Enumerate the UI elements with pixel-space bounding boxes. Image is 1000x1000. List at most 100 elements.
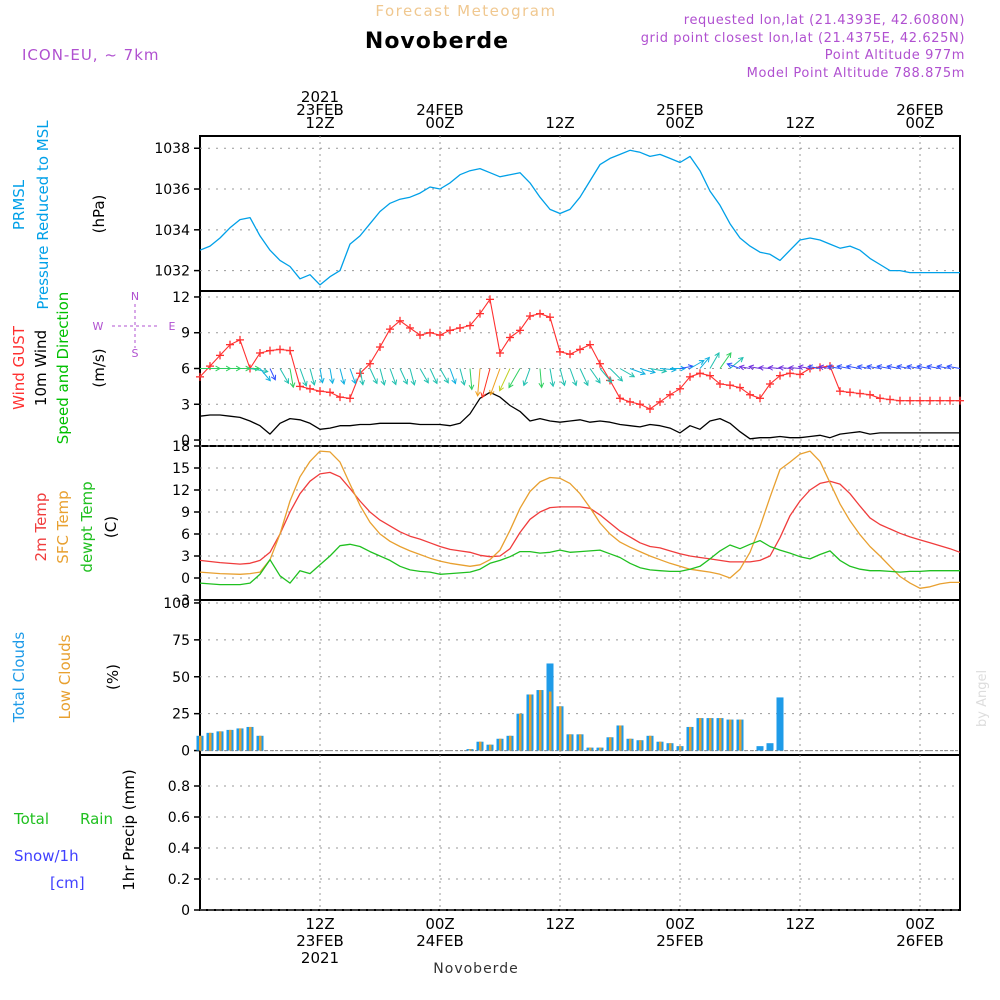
wind-arrow — [589, 368, 601, 384]
wind-arrow-head — [836, 364, 843, 370]
wind-arrow-head — [818, 364, 825, 371]
low-cloud-bar — [729, 719, 732, 751]
wind-arrow-head — [359, 379, 365, 386]
wind-arrow-head — [538, 382, 545, 389]
wind-arrow-shaft — [481, 368, 491, 398]
wind-arrow-head — [704, 356, 710, 363]
wind-arrow-shaft — [609, 368, 623, 382]
pressure-ytick-label: 1032 — [154, 264, 190, 280]
top-time-label: 12Z — [305, 114, 334, 132]
compass-e: E — [169, 320, 176, 333]
wind-arrow-head — [640, 369, 647, 376]
wind-arrow-shaft — [679, 365, 693, 369]
gust-marker — [766, 380, 774, 388]
low-cloud-bar — [589, 747, 592, 751]
wind-arrow-head — [797, 364, 804, 371]
wind-arrow-shaft — [589, 368, 601, 384]
wind-arrow-head — [549, 381, 556, 388]
wind-arrow-shaft — [379, 368, 385, 386]
wind-arrow-head — [758, 365, 764, 371]
wind-arrow-shaft — [523, 368, 531, 386]
gust-marker — [266, 346, 274, 355]
gust-marker — [466, 321, 474, 330]
gust-marker — [746, 390, 754, 399]
dewpoint-line — [199, 539, 960, 586]
wind-arrow — [629, 368, 647, 376]
wind-arrow-shaft — [349, 368, 356, 384]
wind-arrow — [699, 356, 710, 369]
wind-arrow-head — [583, 380, 589, 387]
wind-label-gust: Wind GUST — [10, 325, 28, 410]
chart-title: Novoberde — [365, 29, 509, 54]
wind-arrow-shaft — [269, 368, 276, 381]
wind-arrow-head — [310, 379, 317, 386]
wind-arrow — [339, 368, 346, 385]
wind-ytick-label: 3 — [181, 397, 190, 413]
gust-marker — [956, 396, 964, 405]
gust-marker — [506, 333, 514, 342]
wind-arrow-shaft — [768, 366, 781, 369]
wind-arrow-shaft — [629, 368, 646, 375]
wind-arrow-head — [498, 385, 504, 392]
low-cloud-bar — [199, 735, 202, 751]
wind-arrow-shaft — [709, 352, 720, 369]
temp-ytick-label: 3 — [181, 549, 190, 565]
wind-arrow — [579, 368, 589, 387]
gust-marker — [676, 384, 684, 393]
wind-arrow-head — [916, 364, 923, 370]
gust-marker — [306, 384, 314, 393]
low-cloud-bar — [699, 718, 702, 751]
wind-arrow-shaft — [569, 368, 577, 386]
wind-arrow-shaft — [369, 368, 378, 384]
grid-point-coordinates: grid point closest lon,lat (21.4375E, 42… — [641, 31, 965, 46]
wind-arrow-head — [896, 364, 903, 370]
gust-marker — [706, 371, 714, 380]
bottom-time-label: 23FEB — [296, 932, 343, 950]
wind-arrow — [767, 365, 781, 371]
low-cloud-bar — [689, 726, 692, 751]
total-cloud-bar — [776, 697, 784, 751]
wind-arrow — [619, 368, 636, 378]
compass-s: S — [132, 347, 139, 360]
top-time-label: 00Z — [425, 114, 454, 132]
wind-arrow — [876, 364, 891, 370]
wind-arrow-head — [560, 380, 567, 387]
wind-arrow-head — [926, 364, 933, 370]
low-cloud-bar — [639, 740, 642, 751]
wind-unit: (m/s) — [90, 348, 108, 387]
wind-arrow-head — [262, 368, 269, 374]
wind-arrow-shaft — [429, 368, 438, 384]
low-cloud-bar — [619, 725, 622, 751]
low-cloud-bar — [229, 729, 232, 751]
top-time-label: 00Z — [905, 114, 934, 132]
gust-marker — [886, 395, 894, 404]
wind-arrow — [419, 368, 429, 384]
wind-arrow — [549, 368, 556, 388]
low-cloud-bar — [249, 726, 252, 751]
clouds-ytick-label: 25 — [172, 707, 190, 723]
precip-ytick-label: 0.4 — [168, 841, 190, 857]
wind-arrow — [459, 368, 467, 386]
low-cloud-bar — [709, 718, 712, 751]
wind-arrow-head — [489, 389, 495, 396]
pressure-label-msl: Pressure Reduced to MSL — [34, 120, 52, 310]
gust-marker — [666, 390, 674, 399]
gust-marker — [926, 396, 934, 405]
wind-arrow — [778, 365, 791, 371]
wind-arrow-head — [302, 380, 308, 387]
wind-arrow-head — [351, 378, 357, 385]
gust-marker — [946, 396, 954, 405]
wind-arrow-shaft — [827, 365, 841, 369]
wind-arrow — [289, 368, 296, 389]
wind-arrow-shaft — [739, 366, 751, 369]
wind-arrow — [349, 368, 357, 385]
wind-arrow-shaft — [508, 368, 521, 388]
low-cloud-bar — [649, 735, 652, 751]
low-cloud-bar — [469, 749, 472, 751]
wind-arrow-shaft — [299, 368, 307, 387]
low-cloud-bar — [549, 691, 552, 751]
gust-marker — [426, 328, 434, 337]
gust-marker — [416, 331, 424, 340]
wind-arrow-head — [845, 364, 852, 370]
